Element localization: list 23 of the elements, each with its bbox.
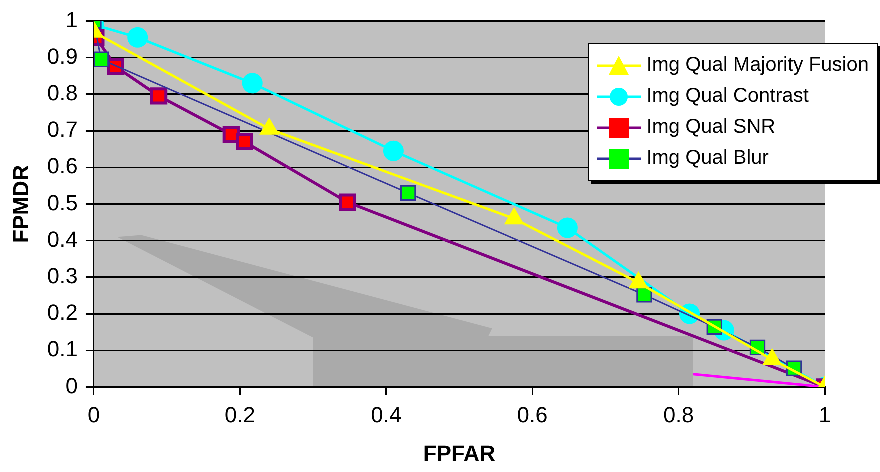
y-tick-label: 0.7 [47,117,78,142]
legend-label: Img Qual Majority Fusion [646,54,869,78]
legend-label: Img Qual Contrast [646,85,809,108]
x-tick-label: 0 [88,402,100,428]
x-axis-title: FPFAR [423,440,496,466]
y-tick-label: 0.8 [47,80,78,106]
y-tick-label: 0.9 [47,44,78,69]
x-tick-label: 0.4 [371,402,402,428]
y-tick-label: 0.3 [47,263,78,288]
x-tick-label: 0.8 [664,402,694,428]
legend-label: Img Qual Blur [646,147,769,170]
x-tick-label: 1 [818,402,832,428]
y-tick-label: 0.2 [47,300,78,326]
x-tick-label: 0.6 [517,402,548,428]
y-tick-label: 0.4 [47,226,78,252]
y-tick-label: 0 [66,373,78,398]
legend-label: Img Qual SNR [646,116,776,140]
y-tick-label: 0.6 [47,154,78,179]
y-tick-label: 1 [66,7,78,32]
y-tick-label: 0.5 [47,190,78,216]
y-axis-title: FPMDR [8,164,34,244]
x-tick-label: 0.2 [224,402,256,428]
y-tick-label: 0.1 [47,336,78,362]
